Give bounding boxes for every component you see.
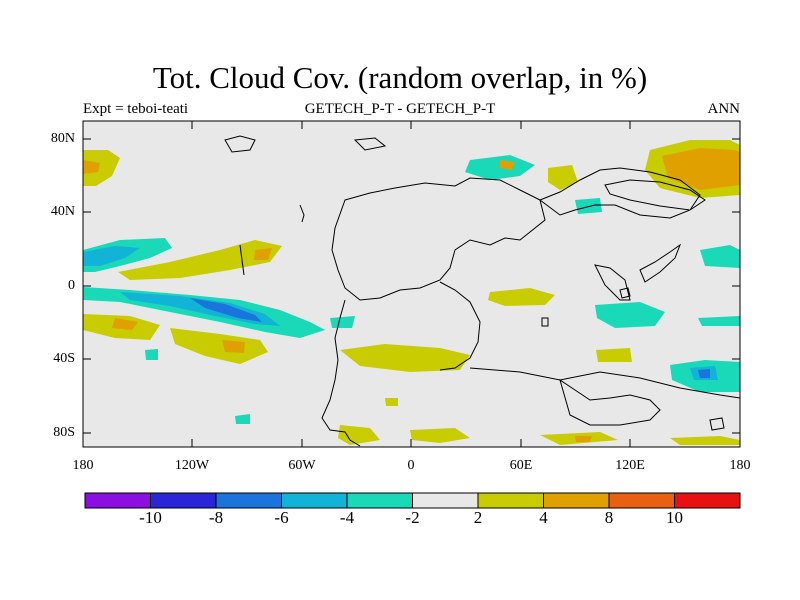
- model-label: GETECH_P-T - GETECH_P-T: [304, 101, 496, 117]
- contour-pos-2-4: [340, 344, 470, 372]
- lon-label: 60E: [509, 458, 533, 473]
- coastline-australia: [559, 378, 661, 426]
- lat-label: 80N: [50, 131, 75, 146]
- lat-label: 40N: [50, 204, 75, 219]
- lon-label: 180: [729, 458, 751, 473]
- contour-neg-2-4: [235, 414, 250, 424]
- colorbar-box: [346, 492, 413, 509]
- contour-pos-4-8: [254, 248, 272, 260]
- coastline-eurasia: [538, 167, 701, 219]
- colorbar-box: [412, 492, 479, 509]
- colorbar-box: [215, 492, 282, 509]
- coastline-antarctic-margin: [469, 367, 741, 399]
- plot-title: Tot. Cloud Cov. (random overlap, in %): [152, 60, 648, 95]
- coastline-arctic-islands: [353, 137, 387, 151]
- contour-pos-2-4: [385, 398, 398, 406]
- lon-label: 120W: [174, 458, 210, 473]
- colorbar-label: -4: [339, 508, 355, 527]
- contour-pos-4-8: [575, 436, 592, 442]
- contour-pos-2-4: [83, 150, 120, 186]
- coastlines: [224, 135, 741, 447]
- colorbar-label: -6: [274, 508, 289, 527]
- colorbar-box: [608, 492, 675, 509]
- coastline-small-islands: [299, 204, 305, 223]
- coastline-africa: [439, 281, 481, 371]
- contour-neg-2-4: [595, 302, 665, 328]
- lat-label: 40S: [53, 351, 75, 366]
- contour-neg-6-8: [698, 369, 710, 378]
- coastline-east-asia: [604, 179, 706, 211]
- colorbar-box: [281, 492, 348, 509]
- map-panel: [83, 121, 740, 447]
- contour-neg-2-4: [575, 198, 602, 214]
- coastline-north-america: [331, 177, 546, 301]
- coastline-south-america: [321, 299, 361, 447]
- colorbar-label: -8: [208, 508, 224, 527]
- colorbar-box: [674, 492, 741, 509]
- colorbar-label: 2: [473, 508, 483, 527]
- contour-fills: [83, 140, 740, 445]
- coastline-arctic-islands: [224, 135, 256, 153]
- contour-neg-2-4: [698, 316, 740, 326]
- coastline-india: [594, 264, 631, 301]
- experiment-label: Expt = teboi-teati: [83, 101, 189, 117]
- lon-label: 120E: [615, 458, 645, 473]
- contour-pos-2-4: [670, 436, 740, 445]
- contour-pos-4-8: [222, 340, 245, 353]
- coastline-small-islands: [619, 287, 631, 299]
- coastline-small-islands: [541, 317, 549, 327]
- contour-pos-4-8: [83, 160, 100, 174]
- colorbar-label: -10: [139, 508, 162, 527]
- contour-pos-2-4: [596, 348, 632, 362]
- colorbar-box: [84, 492, 151, 509]
- coastline-small-islands: [709, 417, 725, 431]
- lon-label: 60W: [288, 458, 316, 473]
- coastline-island-chain: [639, 243, 682, 283]
- contour-pos-2-4: [170, 328, 268, 364]
- contour-pos-2-4: [548, 165, 578, 190]
- contour-pos-2-4: [410, 428, 470, 443]
- lon-label: 180: [72, 458, 94, 473]
- contour-neg-2-4: [330, 316, 355, 328]
- lat-label: 80S: [53, 425, 75, 440]
- contour-pos-2-4: [338, 425, 380, 445]
- colorbar-label: 10: [666, 508, 683, 527]
- lat-ticks: [83, 138, 740, 434]
- colorbar-label: 8: [604, 508, 614, 527]
- contour-neg-6-8: [190, 298, 262, 322]
- colorbar-label: 4: [539, 508, 548, 527]
- contour-pos-2-4: [488, 288, 555, 306]
- colorbar-box: [543, 492, 610, 509]
- contour-pos-4-8: [662, 148, 740, 190]
- contour-neg-4-6: [83, 246, 140, 266]
- colorbar-box: [150, 492, 217, 509]
- lat-label: 0: [68, 278, 75, 293]
- colorbar-box: [477, 492, 544, 509]
- lon-ticks: [82, 121, 741, 447]
- contour-neg-2-4: [145, 349, 158, 360]
- colorbar: [84, 492, 741, 509]
- colorbar-label: -2: [405, 508, 420, 527]
- contour-pos-4-8: [112, 318, 138, 330]
- coastline-small-islands: [239, 244, 245, 276]
- contour-pos-4-8: [500, 160, 515, 170]
- contour-neg-2-4: [700, 245, 740, 268]
- lon-label: 0: [407, 458, 415, 473]
- season-label: ANN: [707, 101, 741, 117]
